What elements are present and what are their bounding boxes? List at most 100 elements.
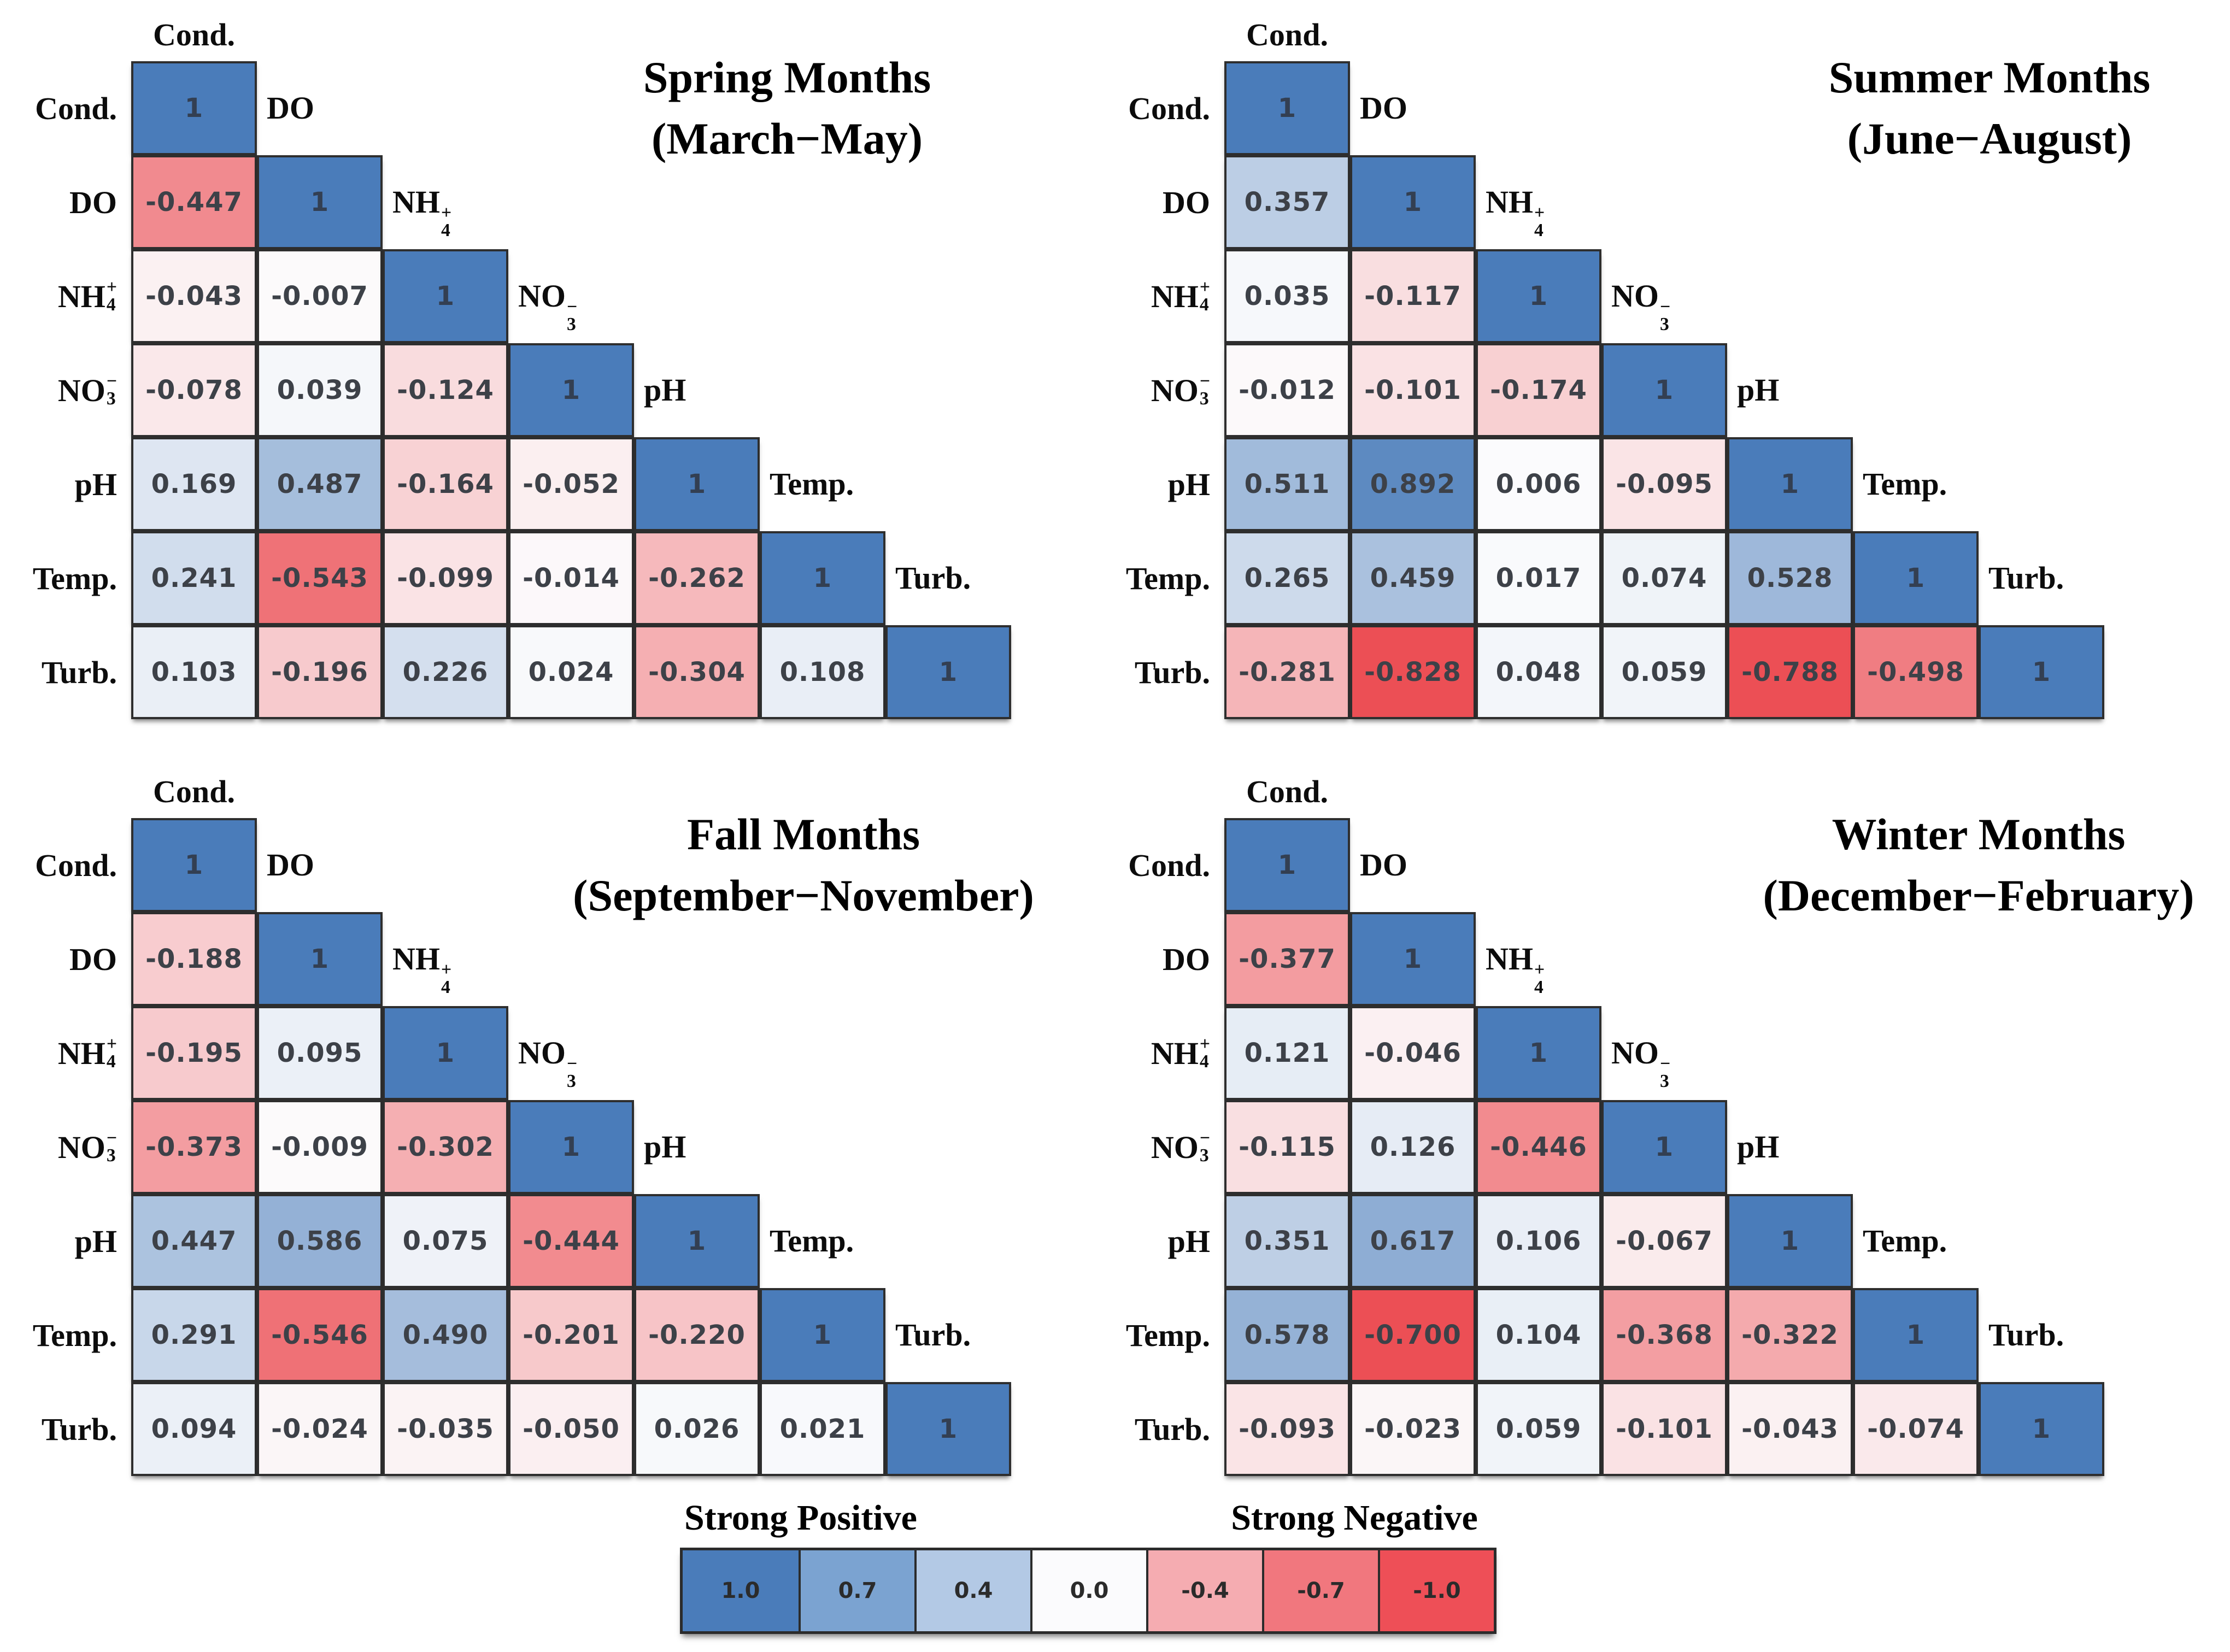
column-label-Temp.: Temp. (770, 466, 854, 502)
corr-cell-fall-NO3--DO: -0.009 (257, 1100, 383, 1194)
ion-charge-script: +4 (441, 202, 452, 240)
corr-value: 0.351 (1244, 1226, 1330, 1256)
corr-value: -0.164 (397, 469, 494, 499)
corr-value: 0.447 (151, 1226, 237, 1256)
corr-cell-summer-Temp.-Cond.: 0.265 (1224, 531, 1350, 625)
corr-value: 1 (2032, 1414, 2051, 1444)
corr-value: -0.368 (1616, 1320, 1713, 1350)
corr-value: -0.220 (648, 1320, 746, 1350)
ion-charge-script: +4 (1199, 277, 1210, 315)
corr-cell-summer-pH-NH4+: 0.006 (1476, 437, 1601, 531)
corr-cell-winter-pH-Cond.: 0.351 (1224, 1194, 1350, 1288)
corr-cell-spring-Turb.-Cond.: 0.103 (131, 625, 257, 719)
corr-cell-spring-Turb.-Temp.: 0.108 (760, 625, 885, 719)
corr-cell-fall-Turb.-Temp.: 0.021 (760, 1382, 885, 1476)
corr-value: -0.117 (1364, 281, 1462, 311)
corr-value: 0.075 (402, 1226, 489, 1256)
panel-title: Summer Months (1828, 52, 2151, 102)
legend-swatch--1.0: -1.0 (1378, 1550, 1494, 1631)
corr-cell-winter-Turb.-Temp.: -0.074 (1853, 1382, 1979, 1476)
column-label-NO3-: NO −3 (518, 1035, 578, 1091)
corr-value: -0.322 (1741, 1320, 1839, 1350)
panel-subtitle: (June−August) (1847, 114, 2132, 163)
corr-cell-winter-Temp.-Temp.: 1 (1853, 1288, 1979, 1382)
corr-cell-summer-Temp.-Temp.: 1 (1853, 531, 1979, 625)
row-label-pH: pH (74, 1223, 117, 1259)
corr-cell-spring-Temp.-NH4+: -0.099 (383, 531, 508, 625)
corr-cell-summer-NO3--NH4+: -0.174 (1476, 343, 1601, 437)
corr-value: -0.446 (1490, 1132, 1587, 1162)
panel-subtitle: (September−November) (573, 871, 1034, 920)
corr-value: 1 (184, 93, 204, 124)
corr-value: 1 (436, 281, 455, 311)
spring-title: Spring Months (March−May) (643, 47, 931, 169)
column-label-Temp.: Temp. (770, 1223, 854, 1259)
corr-value: -0.195 (145, 1038, 243, 1068)
corr-value: -0.262 (648, 563, 746, 593)
corr-value: -0.302 (397, 1132, 494, 1162)
corr-value: 0.024 (528, 657, 614, 687)
panel-subtitle: (December−February) (1763, 871, 2194, 920)
corr-cell-winter-Turb.-Cond.: -0.093 (1224, 1382, 1350, 1476)
column-label-Temp.: Temp. (1863, 1223, 1947, 1259)
corr-value: -0.052 (523, 469, 620, 499)
corr-value: 0.006 (1495, 469, 1582, 499)
corr-value: -0.447 (145, 187, 243, 217)
corr-value: -0.035 (397, 1414, 494, 1444)
corr-value: 1 (1403, 187, 1423, 217)
legend-swatch-value: 1.0 (721, 1578, 760, 1603)
corr-value: -0.101 (1616, 1414, 1713, 1444)
row-label-NH4+: NH +4 (57, 1034, 117, 1072)
corr-value: 0.617 (1370, 1226, 1456, 1256)
corr-value: -0.700 (1364, 1320, 1462, 1350)
column-label-DO: DO (267, 847, 314, 883)
panel-title: Fall Months (687, 809, 920, 859)
column-label-pH: pH (1737, 1129, 1780, 1165)
row-label-DO: DO (69, 184, 117, 220)
spring-matrix-panel: Spring Months (March−May) Cond. Cond. 1 DO D… (0, 0, 1137, 757)
column-label-Turb.: Turb. (1988, 560, 2064, 596)
row-label-Cond.: Cond. (35, 847, 117, 883)
corr-value: -0.067 (1616, 1226, 1713, 1256)
corr-cell-fall-Turb.-NO3-: -0.050 (508, 1382, 634, 1476)
corr-cell-spring-DO-Cond.: -0.447 (131, 155, 257, 249)
corr-value: -0.009 (271, 1132, 368, 1162)
summer-title: Summer Months (June−August) (1829, 47, 2150, 169)
corr-cell-fall-NH4+-NH4+: 1 (383, 1006, 508, 1100)
corr-cell-winter-NH4+-DO: -0.046 (1350, 1006, 1476, 1100)
corr-value: 1 (2032, 657, 2051, 687)
column-label-NO3-: NO −3 (1611, 278, 1671, 334)
corr-cell-spring-Turb.-DO: -0.196 (257, 625, 383, 719)
ion-charge-script: −3 (567, 1053, 578, 1091)
corr-cell-spring-pH-NH4+: -0.164 (383, 437, 508, 531)
corr-cell-spring-Temp.-Cond.: 0.241 (131, 531, 257, 625)
row-label-Turb.: Turb. (1134, 1411, 1210, 1447)
corr-cell-spring-NH4+-DO: -0.007 (257, 249, 383, 343)
corr-cell-fall-NO3--NO3-: 1 (508, 1100, 634, 1194)
corr-value: 0.126 (1370, 1132, 1456, 1162)
corr-cell-spring-Temp.-DO: -0.543 (257, 531, 383, 625)
corr-value: 1 (687, 469, 707, 499)
panel-title: Spring Months (643, 52, 931, 102)
ion-charge-script: +4 (106, 277, 117, 315)
corr-value: 1 (1906, 563, 1926, 593)
corr-value: -0.196 (271, 657, 368, 687)
corr-value: 1 (1529, 1038, 1548, 1068)
column-label-NH4+: NH +4 (392, 941, 452, 997)
corr-value: -0.188 (145, 944, 243, 974)
corr-value: -0.074 (1867, 1414, 1964, 1444)
corr-value: -0.093 (1239, 1414, 1336, 1444)
corr-value: -0.046 (1364, 1038, 1462, 1068)
corr-value: 0.095 (277, 1038, 363, 1068)
corr-value: 0.108 (779, 657, 866, 687)
corr-cell-spring-Temp.-Temp.: 1 (760, 531, 885, 625)
corr-cell-fall-Temp.-Cond.: 0.291 (131, 1288, 257, 1382)
row-label-NO3-: NO −3 (57, 371, 117, 409)
corr-value: 1 (813, 563, 832, 593)
ion-charge-script: +4 (1199, 1034, 1210, 1072)
corr-value: 0.265 (1244, 563, 1330, 593)
corr-value: -0.095 (1616, 469, 1713, 499)
corr-cell-spring-NO3--NH4+: -0.124 (383, 343, 508, 437)
legend-swatch-value: -0.7 (1297, 1578, 1345, 1603)
row-label-Cond.: Cond. (35, 90, 117, 126)
